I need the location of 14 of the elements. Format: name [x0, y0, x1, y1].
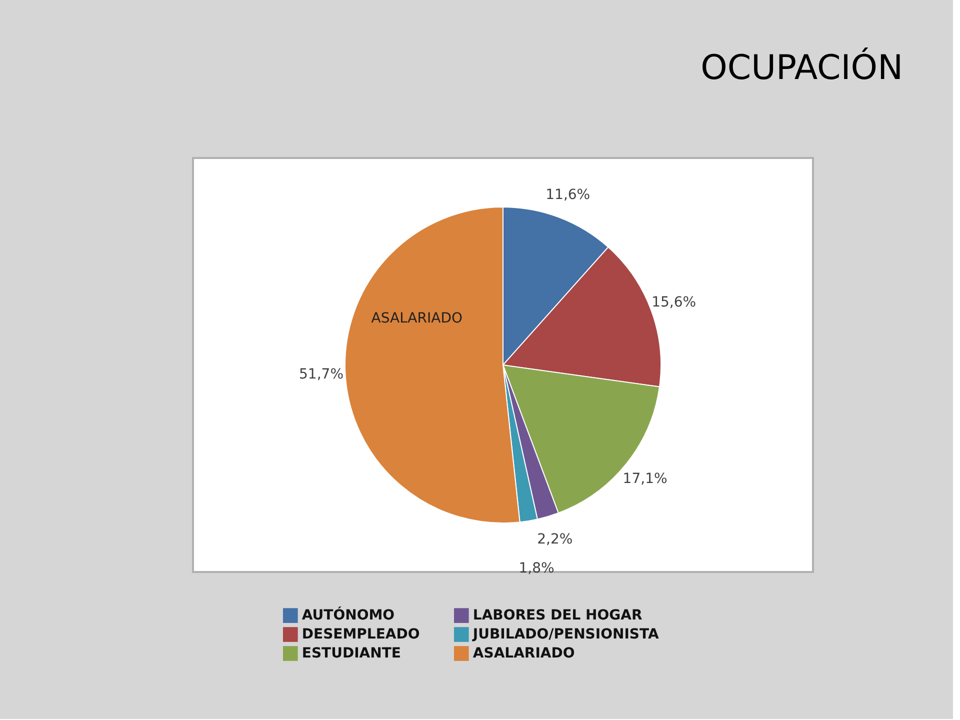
data-label: 17,1%	[622, 470, 668, 487]
legend-label: LABORES DEL HOGAR	[472, 608, 642, 624]
data-label: 1,8%	[518, 560, 554, 576]
legend-label: AUTÓNOMO	[302, 606, 395, 624]
text: ASALARIADO	[371, 310, 462, 326]
legend-label: ASALARIADO	[472, 646, 575, 662]
data-label: 11,6%	[546, 186, 590, 203]
text: OCUPACIÓN	[700, 47, 903, 88]
legend-label: ESTUDIANTE	[302, 646, 401, 662]
data-label: 2,2%	[537, 531, 573, 548]
data-label: 15,6%	[652, 294, 696, 310]
legend-label: DESEMPLEADO	[302, 626, 420, 642]
legend-label: JUBILADO/PENSIONISTA	[472, 626, 659, 642]
data-label: 51,7%	[299, 366, 344, 383]
